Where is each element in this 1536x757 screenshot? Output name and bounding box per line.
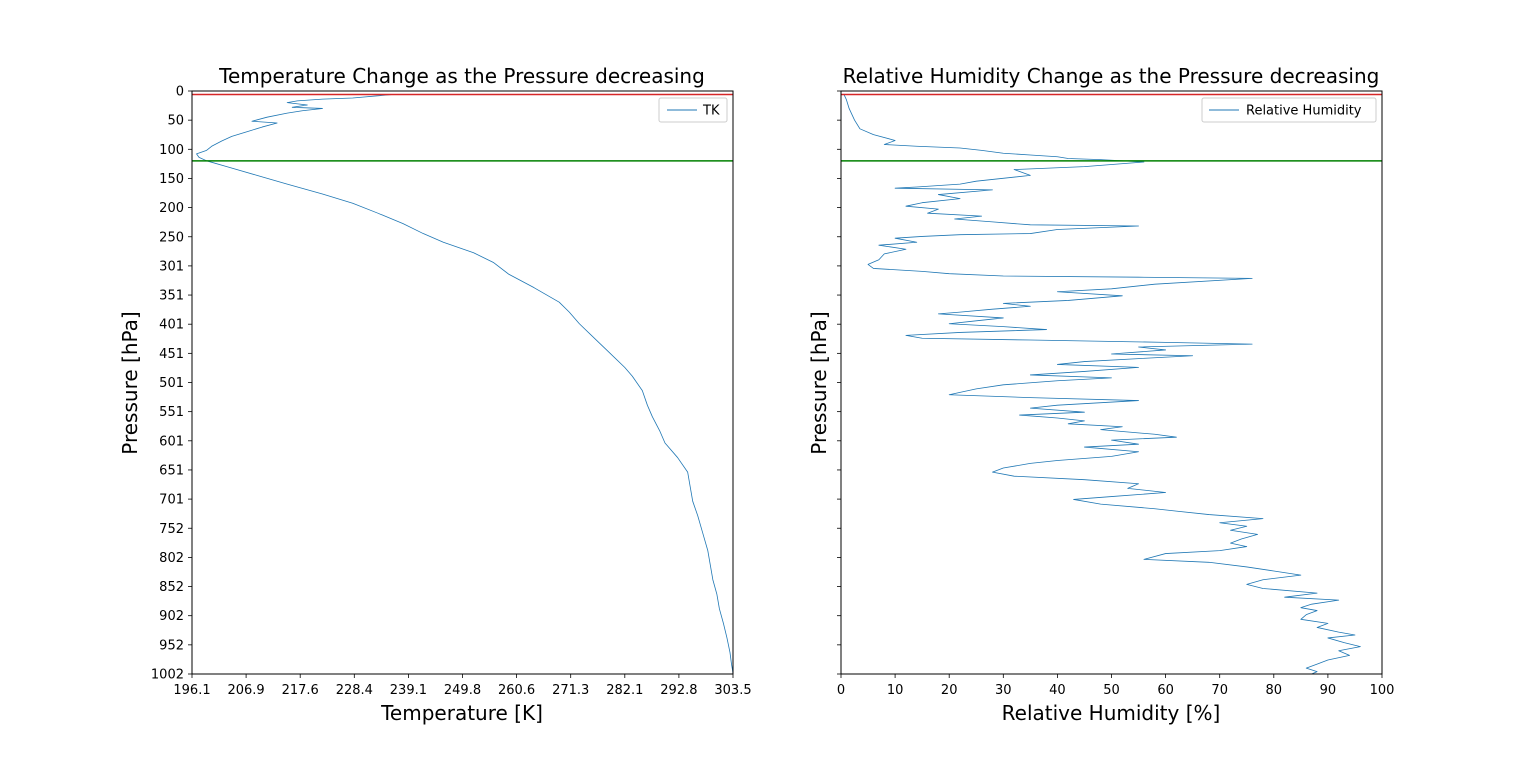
temperature-y-tick-label: 1002 — [151, 668, 184, 683]
temperature-y-tick-label: 701 — [159, 493, 184, 508]
temperature-y-tick-label: 601 — [159, 434, 184, 449]
humidity-x-tick-label: 0 — [837, 683, 845, 698]
temperature-y-tick-label: 451 — [159, 347, 184, 362]
humidity-plot-area: 0 10 20 30 40 50 60 70 80 90 100 — [837, 90, 1395, 698]
temperature-y-tick-label: 852 — [159, 580, 184, 595]
temperature-series-line — [196, 94, 733, 674]
temperature-x-tick-label: 228.4 — [336, 683, 373, 698]
humidity-x-tick-label: 40 — [1049, 683, 1066, 698]
temperature-y-tick-label: 952 — [159, 638, 184, 653]
temperature-x-tick-label: 217.6 — [282, 683, 319, 698]
humidity-legend-label: Relative Humidity — [1246, 104, 1362, 119]
temperature-x-tick-label: 239.1 — [390, 683, 427, 698]
temperature-y-tick-label: 401 — [159, 318, 184, 333]
temperature-legend-label: TK — [702, 104, 720, 119]
temperature-y-tick-label: 802 — [159, 551, 184, 566]
humidity-x-tick-label: 30 — [995, 683, 1012, 698]
temperature-y-tick-label: 752 — [159, 522, 184, 537]
temperature-y-tick-label: 551 — [159, 405, 184, 420]
humidity-legend-box — [1201, 97, 1377, 123]
temperature-y-tick-label: 50 — [167, 114, 184, 129]
humidity-x-tick-label: 70 — [1211, 683, 1228, 698]
humidity-chart-title: Relative Humidity Change as the Pressure… — [843, 64, 1380, 88]
temperature-x-tick-label: 271.3 — [552, 683, 589, 698]
humidity-x-tick-label: 20 — [941, 683, 958, 698]
humidity-x-tick-label: 60 — [1157, 683, 1174, 698]
humidity-x-axis-label: Relative Humidity [%] — [1002, 701, 1221, 725]
temperature-y-tick-label: 902 — [159, 609, 184, 624]
humidity-series-line — [843, 93, 1361, 674]
temperature-legend: TK — [658, 97, 728, 123]
temperature-y-axis-label: Pressure [hPa] — [118, 311, 142, 454]
temperature-y-tick-label: 501 — [159, 376, 184, 391]
humidity-x-tick-label: 100 — [1370, 683, 1395, 698]
temperature-y-tick-label: 100 — [159, 143, 184, 158]
humidity-x-tick-label: 10 — [887, 683, 904, 698]
temperature-y-tick-label: 250 — [159, 230, 184, 245]
humidity-x-tick-label: 80 — [1266, 683, 1283, 698]
temperature-x-tick-label: 196.1 — [173, 683, 210, 698]
temperature-x-axis-label: Temperature [K] — [380, 701, 543, 725]
humidity-legend: Relative Humidity — [1201, 97, 1377, 123]
humidity-chart: Relative Humidity Change as the Pressure… — [807, 64, 1394, 725]
temperature-x-tick-label: 206.9 — [227, 683, 264, 698]
temperature-y-tick-label: 301 — [159, 259, 184, 274]
temperature-x-tick-label: 249.8 — [444, 683, 481, 698]
temperature-chart-title: Temperature Change as the Pressure decre… — [218, 64, 705, 88]
temperature-y-tick-label: 150 — [159, 172, 184, 187]
temperature-x-tick-label: 282.1 — [606, 683, 643, 698]
humidity-y-axis-label: Pressure [hPa] — [807, 311, 831, 454]
humidity-x-tick-label: 50 — [1103, 683, 1120, 698]
temperature-x-tick-label: 260.6 — [498, 683, 535, 698]
temperature-y-tick-label: 351 — [159, 289, 184, 304]
temperature-plot-area: 196.1 206.9 217.6 228.4 239.1 249.8 260.6 271.3… — [151, 85, 752, 699]
temperature-y-tick-label: 651 — [159, 463, 184, 478]
temperature-y-tick-label: 0 — [176, 85, 184, 100]
temperature-x-tick-label: 303.5 — [714, 683, 751, 698]
temperature-x-tick-label: 292.8 — [660, 683, 697, 698]
humidity-x-tick-label: 90 — [1320, 683, 1337, 698]
temperature-y-tick-label: 200 — [159, 201, 184, 216]
temperature-chart: Temperature Change as the Pressure decre… — [118, 64, 752, 725]
